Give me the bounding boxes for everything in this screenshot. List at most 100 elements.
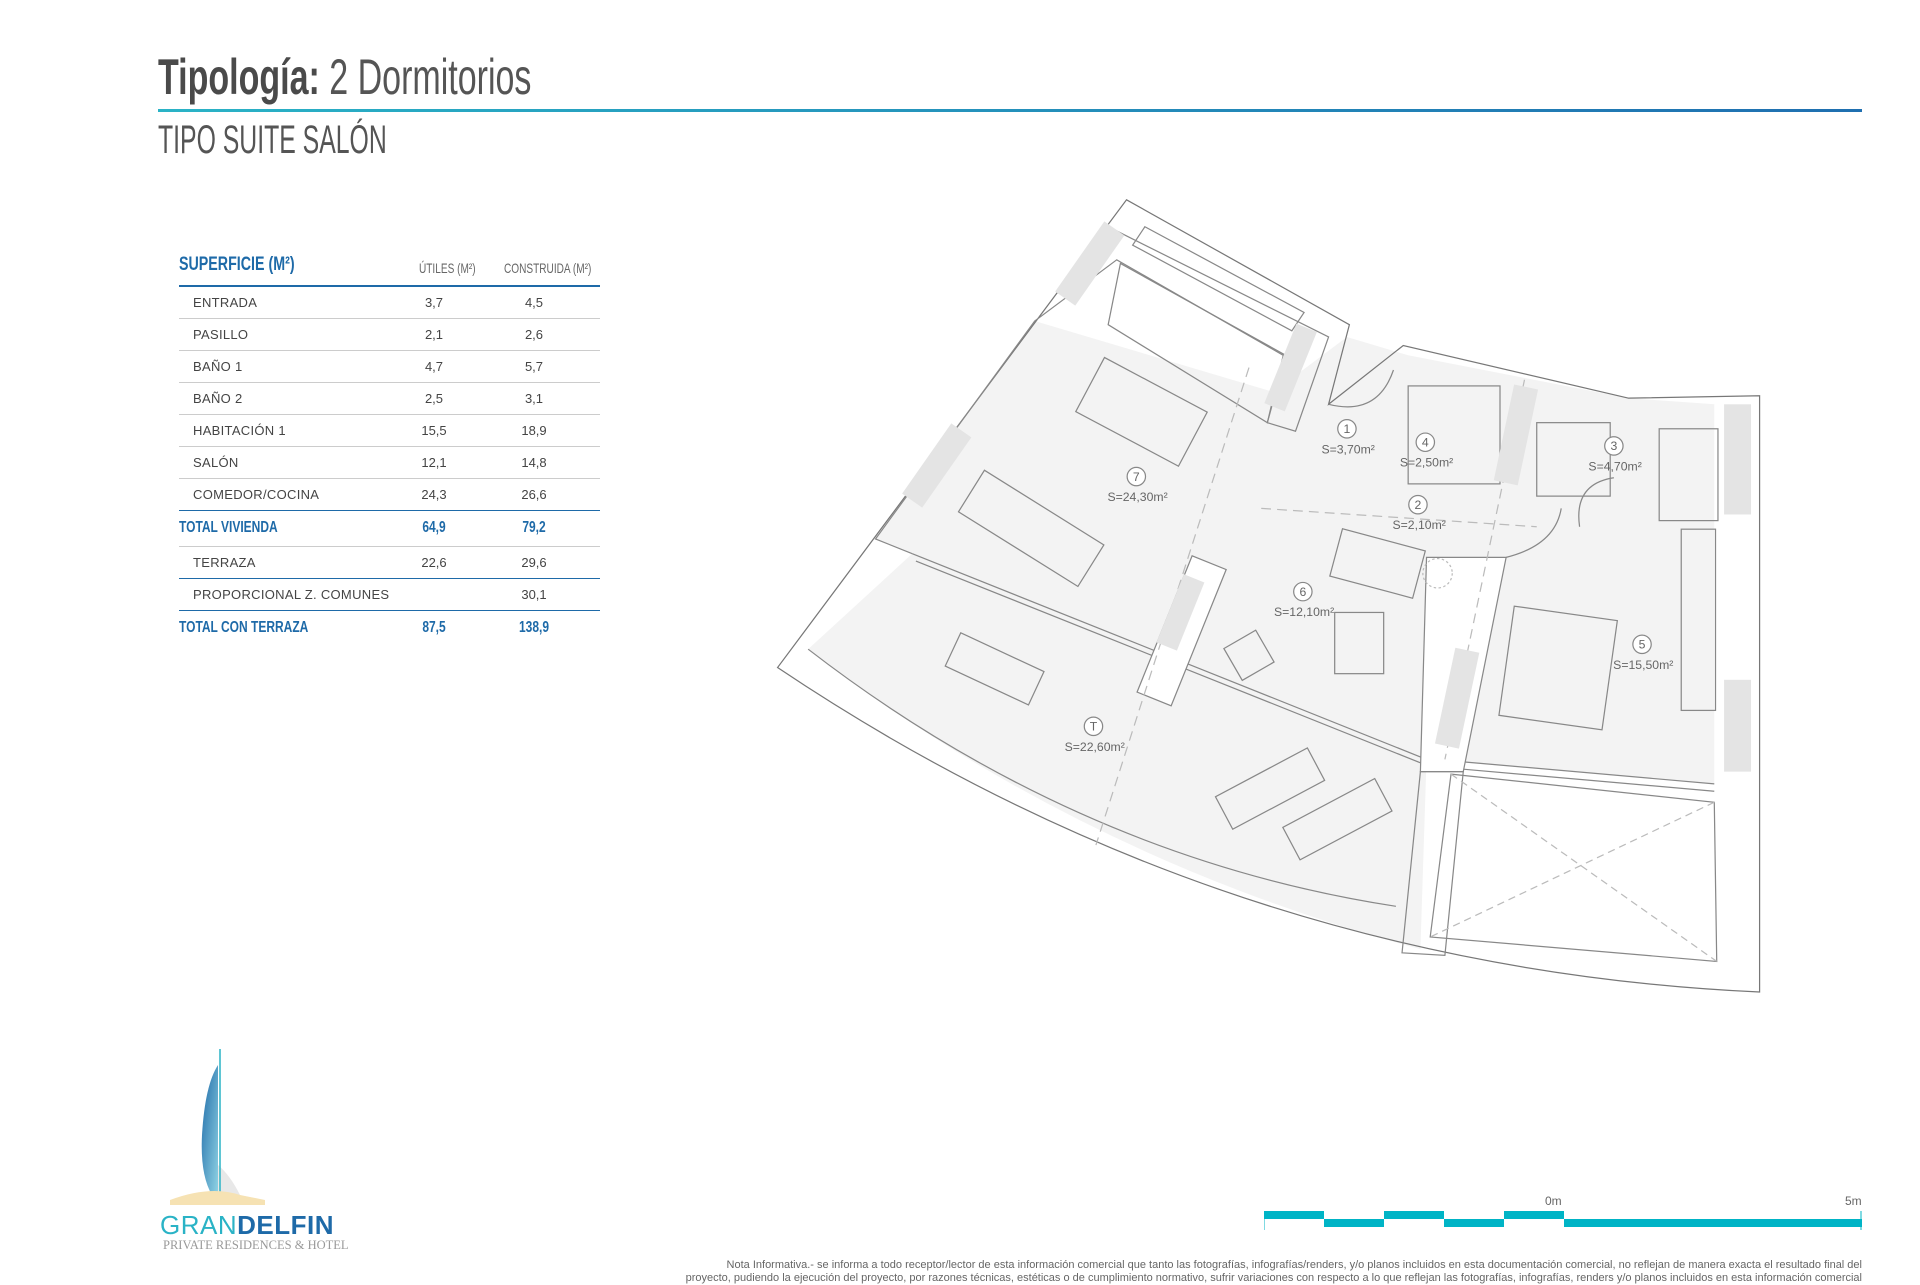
kitchen-counter	[1107, 225, 1305, 424]
row-label: ENTRADA	[193, 295, 258, 310]
note-line-1: Nota Informativa.- se informa a todo rec…	[726, 1259, 1862, 1271]
subtitle-text: TIPO SUITE SALÓN	[158, 118, 387, 162]
room-number: 7	[1133, 470, 1140, 484]
room-area: S=3,70m²	[1321, 442, 1374, 456]
bath-2	[1407, 385, 1501, 485]
table-header: SUPERFICIE (M²) ÚTILES (M²) CONSTRUIDA (…	[179, 252, 600, 287]
shaft	[1724, 679, 1752, 772]
table-row: HABITACIÓN 1 15,5 18,9	[179, 415, 600, 447]
dining-table	[957, 469, 1105, 588]
room-area: S=22,60m²	[1065, 740, 1125, 754]
room-area: S=24,30m²	[1107, 490, 1167, 504]
grandelfin-logo	[170, 1049, 265, 1205]
balcony-cross	[1429, 773, 1718, 962]
page-title: Tipología: 2 Dormitorios	[158, 48, 707, 106]
useful-value: 64,9	[422, 519, 446, 536]
table-row: TOTAL CON TERRAZA 87,5 138,9	[179, 611, 600, 646]
sunbed	[1214, 747, 1326, 831]
room-label-1: 1 S=3,70m²	[1321, 418, 1375, 456]
room-label-3: 3 S=4,70m²	[1588, 436, 1642, 473]
useful-value: 22,6	[421, 555, 447, 570]
balcony	[1429, 773, 1718, 963]
row-label: BAÑO 1	[193, 359, 243, 374]
room-number-circle	[1408, 494, 1428, 515]
room-label-4: 4 S=2,50m²	[1400, 432, 1453, 470]
room-label-5: 5 S=15,50m²	[1613, 634, 1673, 672]
closet	[1658, 428, 1719, 522]
built-value: 2,6	[524, 327, 544, 342]
row-label: COMEDOR/COCINA	[193, 487, 320, 502]
table-row: TERRAZA 22,6 29,6	[179, 547, 600, 579]
useful-value: 4,7	[424, 359, 444, 374]
table-row: TOTAL VIVIENDA 64,9 79,2	[179, 511, 600, 547]
shaft	[1264, 323, 1317, 412]
sofa	[1329, 527, 1427, 599]
disclaimer-note: Nota Informativa.- se informa a todo rec…	[620, 1259, 1862, 1285]
bath-1	[1536, 422, 1611, 497]
kitchen-island	[1074, 356, 1209, 468]
row-label: HABITACIÓN 1	[193, 423, 286, 438]
built-value: 5,7	[524, 359, 544, 374]
sail-icon	[201, 1065, 218, 1195]
note-line-2: proyecto, pudiendo la ejecución del proy…	[685, 1272, 1862, 1284]
sunbed	[1281, 777, 1393, 861]
row-label: TOTAL VIVIENDA	[179, 519, 278, 536]
shaft	[1493, 384, 1539, 486]
scale-end-label: 5m	[1845, 1194, 1862, 1208]
room-number: T	[1090, 720, 1098, 734]
bed	[1498, 605, 1619, 731]
useful-value: 24,3	[421, 487, 447, 502]
col-built: CONSTRUIDA (M²)	[504, 260, 592, 276]
table-row: PROPORCIONAL Z. COMUNES 30,1	[179, 579, 600, 611]
row-label: PASILLO	[193, 327, 249, 342]
glass-wall-bed	[1463, 761, 1715, 792]
room-area: S=15,50m²	[1613, 658, 1673, 672]
shaft	[1724, 404, 1752, 515]
built-value: 30,1	[521, 587, 547, 602]
row-label: TERRAZA	[193, 555, 256, 570]
room-label-T: T S=22,60m²	[1065, 716, 1125, 754]
table-row: COMEDOR/COCINA 24,3 26,6	[179, 479, 600, 511]
room-number: 2	[1415, 498, 1422, 512]
room-labels: 1 S=3,70m² 2 S=2,10m² 3 S=4,70m² 4 S=2,50m² 5 S=1…	[1065, 418, 1673, 754]
plant	[1422, 557, 1453, 589]
terrace-floor	[808, 553, 1427, 950]
table-heading: SUPERFICIE (M²)	[179, 254, 295, 275]
room-number-circle	[1632, 634, 1652, 655]
row-label: BAÑO 2	[193, 391, 243, 406]
room-area: S=4,70m²	[1588, 459, 1641, 473]
sofa	[1334, 611, 1385, 675]
built-value: 4,5	[524, 295, 544, 310]
wardrobe	[1680, 528, 1717, 712]
table-row: BAÑO 2 2,5 3,1	[179, 383, 600, 415]
room-area: S=2,10m²	[1392, 518, 1445, 532]
shaft	[1156, 574, 1205, 651]
built-value: 18,9	[521, 423, 547, 438]
shaft	[902, 423, 972, 508]
title-rule	[158, 109, 1862, 112]
row-label: PROPORCIONAL Z. COMUNES	[193, 587, 390, 602]
terrace-table	[944, 631, 1045, 706]
row-label: SALÓN	[193, 455, 239, 470]
logo-name: GRANDELFIN	[160, 1210, 335, 1240]
built-value: 29,6	[521, 555, 547, 570]
sail-white	[218, 1165, 240, 1195]
door-swing	[1328, 369, 1614, 558]
shaft	[1434, 647, 1480, 749]
useful-value: 87,5	[422, 619, 446, 636]
terrace-edge	[807, 648, 1397, 907]
useful-value: 2,1	[424, 327, 444, 342]
room-number-circle	[1293, 581, 1313, 602]
scale-start-label: 0m	[1545, 1194, 1562, 1208]
logo-tagline: PRIVATE RESIDENCES & HOTEL	[163, 1238, 349, 1252]
room-label-6: 6 S=12,10m²	[1274, 581, 1334, 619]
sand-icon	[170, 1191, 265, 1205]
page-subtitle: TIPO SUITE SALÓN	[158, 118, 527, 163]
useful-value: 12,1	[421, 455, 447, 470]
room-number: 5	[1639, 638, 1646, 652]
terrace-divider	[1401, 771, 1464, 956]
table-row: ENTRADA 3,7 4,5	[179, 287, 600, 319]
surface-table: SUPERFICIE (M²) ÚTILES (M²) CONSTRUIDA (…	[179, 252, 600, 646]
row-label: TOTAL CON TERRAZA	[179, 619, 309, 636]
shaft	[1055, 221, 1125, 306]
